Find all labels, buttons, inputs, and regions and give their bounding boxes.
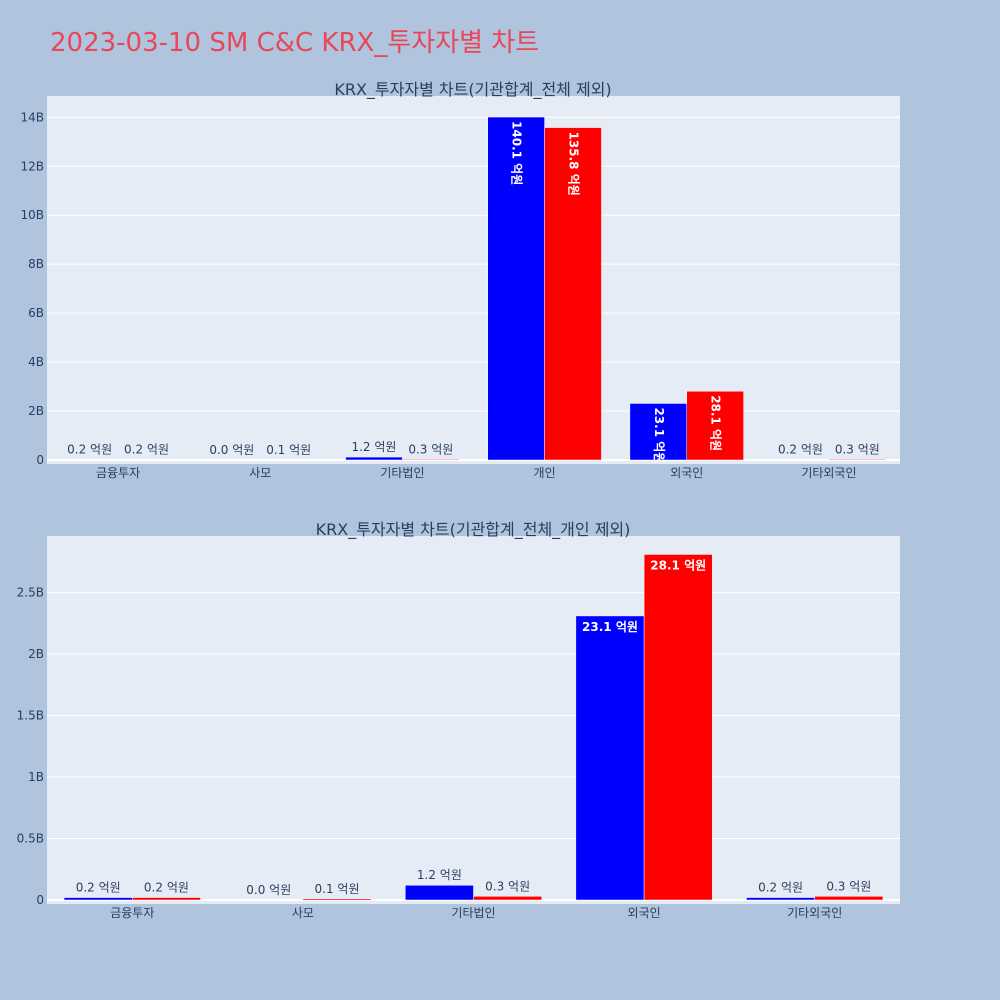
bar-sell — [828, 459, 887, 461]
plot-background-2 — [47, 536, 900, 904]
bar-data-label: 0.3 억원 — [485, 879, 530, 893]
bar-data-label: 0.3 억원 — [408, 442, 453, 456]
y-tick-label: 2B — [28, 404, 44, 418]
bar-buy — [575, 615, 645, 901]
y-tick-label: 1.5B — [17, 709, 44, 723]
bar-sell — [686, 390, 744, 461]
y-tick-label: 0 — [36, 453, 44, 467]
bar-buy — [63, 897, 133, 901]
x-tick-label: 기타법인 — [451, 906, 495, 920]
bar-data-label: 23.1 억원 — [652, 407, 666, 463]
x-tick-label: 기타법인 — [380, 466, 424, 480]
bar-data-label: 0.0 억원 — [209, 443, 254, 457]
bar-data-label: 135.8 억원 — [567, 132, 581, 196]
y-tick-label: 2B — [28, 647, 44, 661]
bar-data-label: 0.1 억원 — [266, 443, 311, 457]
bar-buy — [345, 456, 403, 461]
y-tick-label: 14B — [20, 110, 44, 124]
bar-sell — [643, 554, 713, 901]
bar-sell — [302, 898, 372, 901]
bar-data-label: 0.3 억원 — [826, 879, 871, 893]
plot-background-1 — [47, 96, 900, 464]
y-tick-label: 10B — [20, 208, 44, 222]
bar-data-label: 0.0 억원 — [246, 883, 291, 897]
y-tick-label: 2.5B — [17, 586, 44, 600]
bar-data-label: 1.2 억원 — [417, 868, 462, 882]
y-tick-label: 1B — [28, 770, 44, 784]
bar-data-label: 23.1 억원 — [582, 620, 638, 634]
x-tick-label: 사모 — [249, 466, 271, 480]
bar-sell — [814, 896, 884, 901]
bar-data-label: 0.2 억원 — [778, 443, 823, 457]
y-tick-label: 8B — [28, 257, 44, 271]
x-tick-label: 기타외국인 — [801, 466, 856, 480]
bar-sell — [473, 896, 542, 901]
bar-data-label: 0.2 억원 — [758, 881, 803, 895]
x-tick-label: 사모 — [292, 906, 314, 920]
bar-buy — [487, 116, 545, 461]
bar-data-label: 0.2 억원 — [67, 443, 112, 457]
bar-buy — [405, 884, 474, 901]
bar-data-label: 0.2 억원 — [144, 881, 189, 895]
x-tick-label: 개인 — [534, 466, 556, 480]
chart-title-1: KRX_투자자별 차트(기관합계_전체 제외) — [334, 80, 611, 100]
x-tick-label: 금융투자 — [110, 906, 154, 920]
y-tick-label: 6B — [28, 306, 44, 320]
bar-data-label: 28.1 억원 — [650, 558, 706, 572]
bar-data-label: 140.1 억원 — [510, 121, 524, 185]
bar-data-label: 0.1 억원 — [315, 882, 360, 896]
x-tick-label: 외국인 — [670, 466, 703, 480]
bar-data-label: 1.2 억원 — [351, 440, 396, 454]
bar-data-label: 0.2 억원 — [76, 881, 121, 895]
bar-buy — [746, 897, 815, 901]
bar-sell — [132, 897, 201, 901]
y-tick-label: 12B — [20, 159, 44, 173]
y-tick-label: 0 — [36, 893, 44, 907]
y-tick-label: 0.5B — [17, 832, 44, 846]
bar-sell — [544, 127, 602, 461]
y-tick-label: 4B — [28, 355, 44, 369]
bar-data-label: 28.1 억원 — [709, 395, 723, 451]
bar-data-label: 0.3 억원 — [835, 442, 880, 456]
x-tick-label: 외국인 — [628, 906, 661, 920]
bar-sell — [402, 459, 460, 461]
bar-data-label: 0.2 억원 — [124, 443, 169, 457]
chart-title-2: KRX_투자자별 차트(기관합계_전체_개인 제외) — [316, 520, 631, 540]
x-tick-label: 금융투자 — [96, 466, 140, 480]
x-tick-label: 기타외국인 — [787, 906, 842, 920]
bar-buy — [629, 403, 688, 461]
page-title: 2023-03-10 SM C&C KRX_투자자별 차트 — [50, 28, 540, 58]
